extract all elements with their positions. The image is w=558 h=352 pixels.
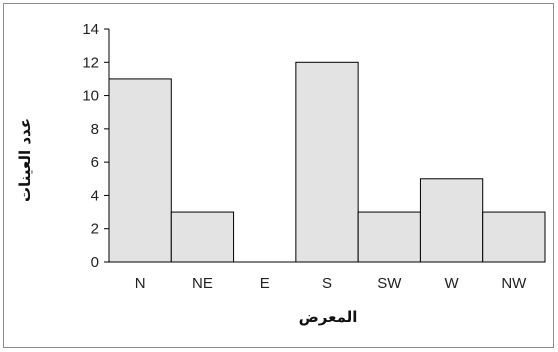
bar-n <box>108 78 172 263</box>
x-tick-label: SW <box>377 275 402 292</box>
y-tick-label: 14 <box>82 21 99 38</box>
x-tick-label: NW <box>501 275 527 292</box>
x-axis-title: المعرض <box>299 308 358 326</box>
y-tick-labels: 0 2 4 6 8 10 12 14 <box>82 21 99 271</box>
x-tick-label: S <box>322 275 332 292</box>
x-tick-label: N <box>135 275 146 292</box>
y-tick-label: 8 <box>91 121 99 138</box>
x-tick-label: E <box>260 275 270 292</box>
y-tick-label: 6 <box>91 154 99 171</box>
bar-ne <box>170 211 235 263</box>
y-tick-label: 0 <box>91 254 99 271</box>
bar-sw <box>357 211 421 263</box>
y-tick-label: 4 <box>91 187 99 204</box>
chart-bars <box>108 61 546 263</box>
bar-s <box>295 61 359 263</box>
bar-w <box>419 178 484 263</box>
x-tick-label: W <box>444 275 459 292</box>
y-axis-title: عدد العينات <box>16 118 34 202</box>
y-tick-label: 2 <box>91 221 99 238</box>
y-tick-label: 10 <box>82 88 99 105</box>
y-tick-label: 12 <box>82 54 99 71</box>
x-tick-labels: N NE E S SW W NW <box>135 275 527 292</box>
x-tick-label: NE <box>192 275 213 292</box>
chart-frame <box>3 3 554 348</box>
bar-nw <box>482 211 546 263</box>
